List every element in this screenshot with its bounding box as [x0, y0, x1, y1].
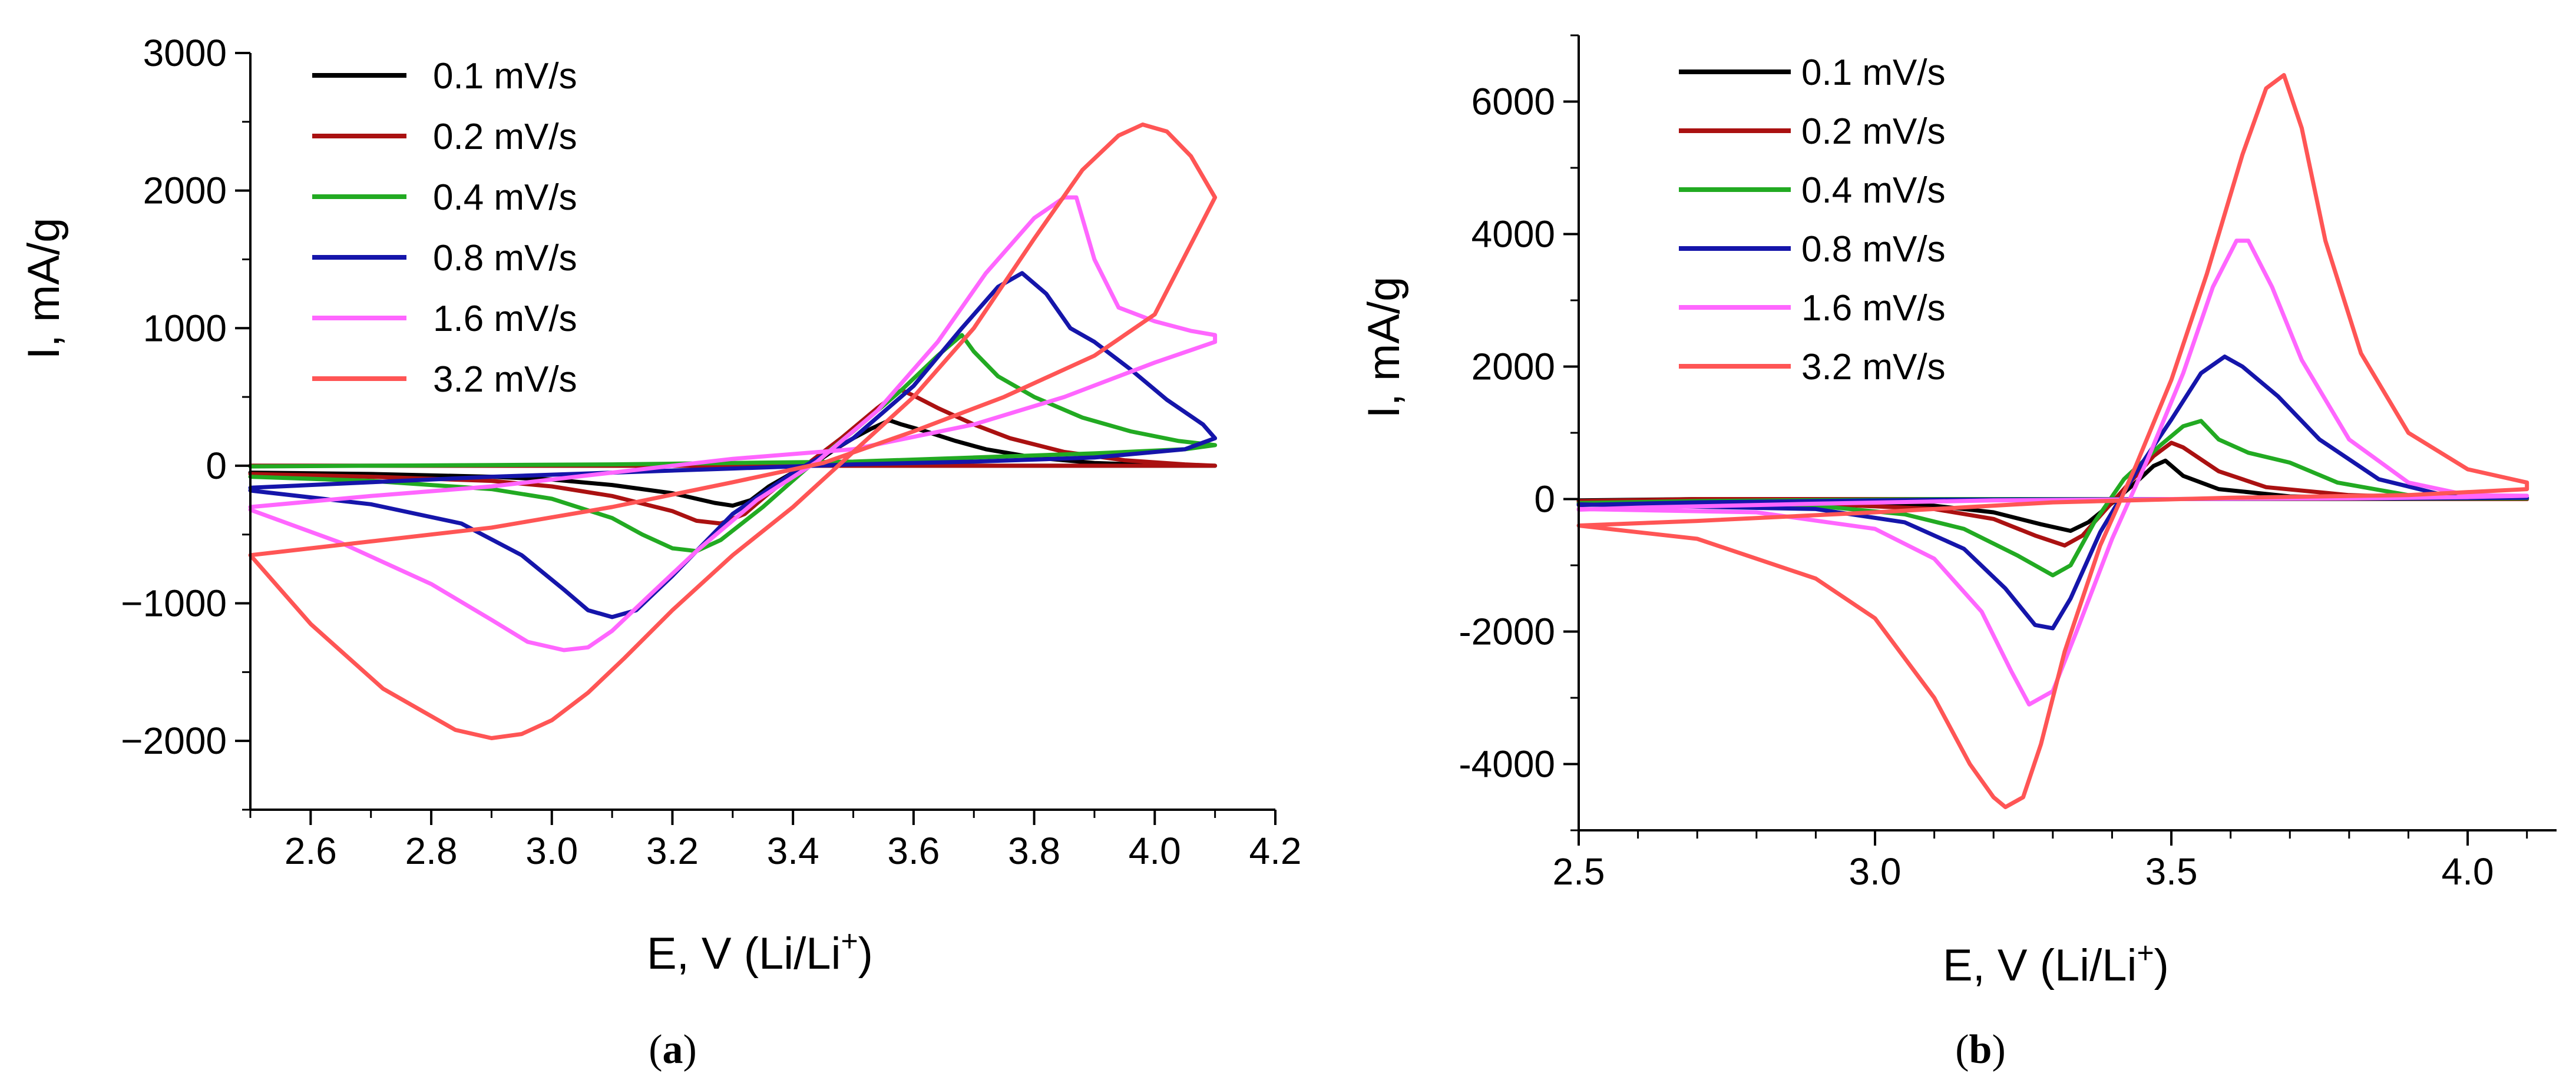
panel-a-legend-label: 0.2 mV/s: [433, 117, 577, 157]
panel-a-label-close: ): [683, 1027, 697, 1072]
panel-b-label: (b): [1955, 1027, 2006, 1072]
panel-a-x-tick-label: 3.2: [646, 830, 699, 872]
panel-a-y-tick-label: −2000: [121, 720, 227, 762]
panel-b-series-group: [1576, 73, 2529, 810]
panel-b-x-axis-title: E, V (Li/Li+): [1943, 936, 2169, 990]
panel-b-y-axis-title: I, mA/g: [1359, 277, 1409, 419]
panel-a-axes: [249, 53, 1275, 811]
panel-a-y-tick-label: 1000: [143, 307, 227, 349]
panel-b-y-tick-label: 2000: [1471, 346, 1555, 388]
panel-b-legend-label: 0.4 mV/s: [1801, 170, 1946, 211]
panel-a-x-axis-title-close: ): [858, 929, 873, 979]
panel-a-series-line-3: [248, 271, 1218, 619]
panel-a-y-tick-label: 3000: [143, 32, 227, 74]
panel-a-x-tick-label: 4.2: [1249, 830, 1302, 872]
panel-b-legend-label: 1.6 mV/s: [1801, 288, 1946, 329]
panel-a-legend-label: 1.6 mV/s: [433, 299, 577, 339]
panel-b-series-line-5: [1576, 73, 2529, 810]
panel-b-ticks: 2.5 3.0 3.5 4.0 6000 4000 2000 0 -2000 -4000: [1459, 34, 2528, 893]
panel-b-legend: 0.1 mV/s 0.2 mV/s 0.4 mV/s 0.8 mV/s 1.6 mV/s…: [1679, 52, 1946, 387]
panel-a-ticks: 2.6 2.8 3.0 3.2 3.4 3.6 3.8 4.0 4.2 3000 2000 1000 0…: [121, 32, 1301, 872]
panel-a-x-axis-title-main: E, V (Li/Li: [647, 929, 841, 979]
panel-b-label-letter: b: [1969, 1027, 1992, 1072]
panel-a-x-axis-title-sup: +: [841, 925, 858, 958]
panel-a-legend-label: 3.2 mV/s: [433, 359, 577, 400]
panel-b-x-tick-label: 3.0: [1849, 850, 1902, 893]
panel-b-legend-label: 0.1 mV/s: [1801, 52, 1946, 93]
panel-b-label-open: (: [1955, 1027, 1969, 1072]
panel-b-x-tick-label: 2.5: [1553, 850, 1605, 893]
panel-b-chart: 2.5 3.0 3.5 4.0 6000 4000 2000 0 -2000 -4000 0.1 …: [1359, 34, 2557, 1072]
panel-b-y-tick-label: 6000: [1471, 81, 1555, 123]
panel-b-x-tick-label: 4.0: [2442, 850, 2494, 893]
panel-a-series-line-5: [248, 122, 1218, 740]
panel-a-legend-label: 0.4 mV/s: [433, 177, 577, 218]
panel-b-x-axis-title-close: ): [2154, 940, 2169, 990]
panel-a-x-axis-title: E, V (Li/Li+): [647, 925, 873, 979]
panel-a-legend-label: 0.8 mV/s: [433, 238, 577, 279]
panel-a-x-tick-label: 3.0: [525, 830, 578, 872]
panel-b-x-tick-label: 3.5: [2145, 850, 2198, 893]
panel-a-label-letter: a: [663, 1027, 683, 1072]
panel-b-label-close: ): [1992, 1027, 2005, 1072]
panel-b-y-tick-label: -4000: [1459, 743, 1555, 786]
panel-a-label: (a): [649, 1027, 697, 1072]
panel-a-legend-label: 0.1 mV/s: [433, 56, 577, 97]
panel-a-y-axis-title: I, mA/g: [19, 218, 69, 360]
panel-b-y-tick-label: -2000: [1459, 611, 1555, 653]
panel-a-series-line-2: [248, 333, 1218, 554]
panel-a-series-group: [248, 122, 1218, 740]
panel-b-x-axis-title-main: E, V (Li/Li: [1943, 940, 2137, 990]
panel-a-x-tick-label: 3.6: [887, 830, 940, 872]
panel-b-x-axis-title-sup: +: [2137, 936, 2154, 969]
panel-a-y-tick-label: 2000: [143, 170, 227, 212]
panel-a-chart: 2.6 2.8 3.0 3.2 3.4 3.6 3.8 4.0 4.2 3000 2000 1000 0…: [19, 32, 1301, 1072]
panel-a-x-tick-label: 3.4: [767, 830, 819, 872]
panel-b-y-tick-label: 4000: [1471, 213, 1555, 256]
panel-a-legend: 0.1 mV/s 0.2 mV/s 0.4 mV/s 0.8 mV/s 1.6 mV/s…: [312, 56, 577, 400]
panel-b-y-tick-label: 0: [1534, 478, 1555, 521]
panel-b-legend-label: 0.2 mV/s: [1801, 111, 1946, 152]
panel-a-y-tick-label: −1000: [121, 582, 227, 625]
panel-a-x-tick-label: 2.6: [285, 830, 337, 872]
panel-b-legend-label: 3.2 mV/s: [1801, 347, 1946, 387]
panel-b-legend-label: 0.8 mV/s: [1801, 229, 1946, 270]
panel-a-x-tick-label: 3.8: [1008, 830, 1060, 872]
panel-a-x-tick-label: 2.8: [405, 830, 458, 872]
panel-a-label-open: (: [649, 1027, 662, 1072]
panel-a-y-tick-label: 0: [206, 445, 227, 487]
panel-a-x-tick-label: 4.0: [1129, 830, 1181, 872]
